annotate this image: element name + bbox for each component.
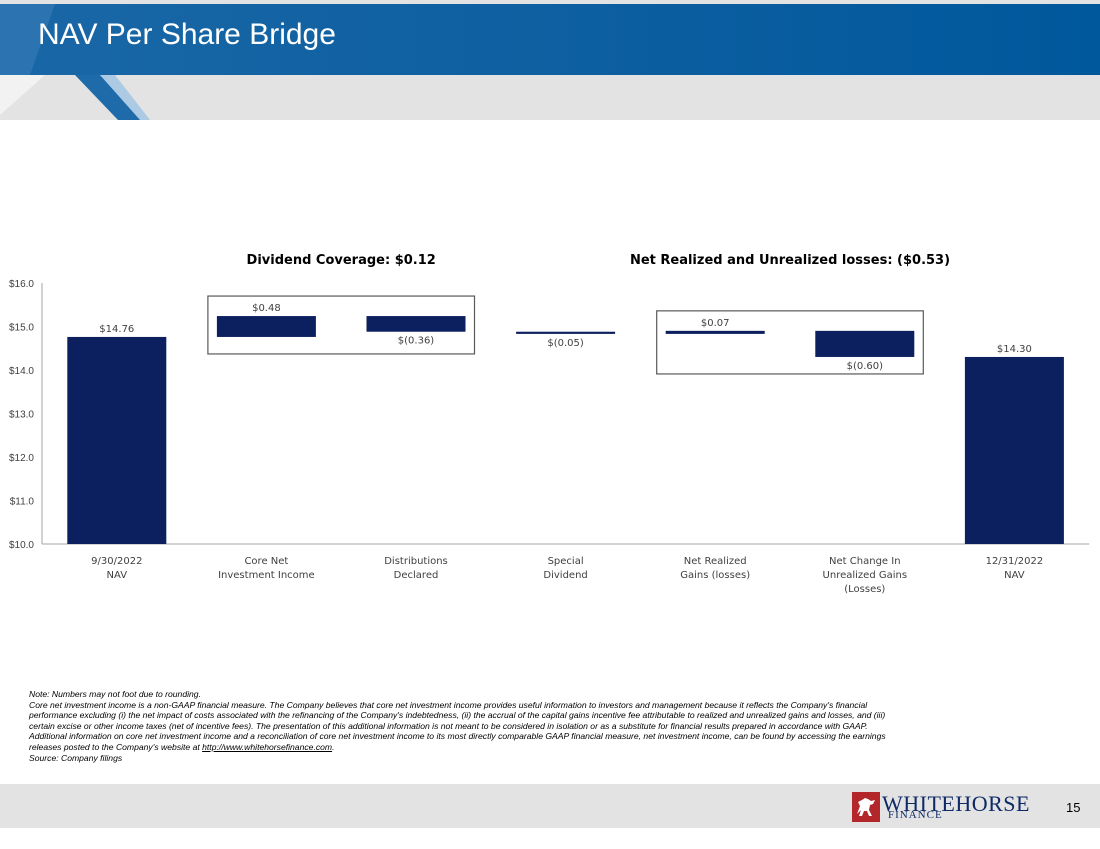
header-background [0,0,1100,120]
y-tick-label: $14.0 [9,366,34,377]
y-tick-label: $15.0 [9,323,34,334]
y-tick-label: $13.0 [9,410,34,421]
bar [815,330,915,357]
group-title: Net Realized and Unrealized losses: ($0.… [630,253,950,268]
x-tick-label: Investment Income [218,570,315,581]
x-tick-label: (Losses) [844,584,885,595]
y-tick-label: $16.0 [9,279,34,290]
bar [366,316,466,332]
note-line: performance excluding (i) the net impact… [29,710,886,721]
header-band: NAV Per Share Bridge [0,0,1100,120]
note-line: Note: Numbers may not foot due to roundi… [29,689,201,699]
note-line: Core net investment income is a non-GAAP… [29,699,868,710]
x-tick-label: Dividend [543,570,587,581]
logo-subtitle: FINANCE [888,809,943,821]
y-tick-label: $10.0 [9,540,34,551]
note-line: certain excise or other income taxes (ne… [29,720,868,731]
note-website-line: releases posted to the Company's website… [29,742,1069,753]
x-tick-label: Gains (losses) [680,570,750,581]
note-website-suffix: . [332,741,335,752]
data-label: $0.07 [701,318,730,329]
y-tick-label: $11.0 [10,497,35,508]
x-tick-label: Declared [394,570,439,581]
data-label: $14.76 [99,324,134,335]
group-box [656,310,924,375]
whitehorse-logo: WHITEHORSE FINANCE [852,790,1042,824]
footnotes: Note: Numbers may not foot due to roundi… [29,689,1069,763]
page-title: NAV Per Share Bridge [38,18,336,51]
data-label: $(0.05) [547,338,584,349]
x-tick-label: Core Net [244,556,288,567]
group-title: Dividend Coverage: $0.12 [247,253,436,268]
website-link[interactable]: http://www.whitehorsefinance.com [202,741,333,752]
x-tick-label: Special [548,556,584,567]
bar [516,331,616,334]
source-note: Source: Company filings [29,752,123,763]
x-tick-label: Distributions [384,556,448,567]
note-line: Additional information on core net inves… [29,731,886,742]
bar [67,336,167,544]
data-label: $(0.60) [847,361,884,372]
bar [665,330,765,334]
note-website-prefix: releases posted to the Company's website… [29,741,203,752]
page-number: 15 [1066,800,1081,815]
data-label: $14.30 [997,344,1032,355]
bar [964,356,1064,544]
footer-band [0,784,1100,828]
nav-bridge-chart: $10.0 $11.0 $12.0 $13.0 $14.0 $15.0 $16.0 Divid… [9,253,1090,595]
bar [216,316,316,337]
data-label: $(0.36) [398,336,435,347]
x-tick-label: Net Change In [829,556,900,567]
x-tick-label: Net Realized [684,556,747,567]
logo-wordmark: WHITEHORSE [882,791,1030,816]
group-box [207,295,476,355]
x-tick-label: 9/30/2022 [91,556,142,567]
y-tick-label: $12.0 [9,453,34,464]
x-tick-label: NAV [1004,570,1025,581]
x-tick-label: NAV [107,570,128,581]
horse-emblem-icon [852,792,880,822]
x-tick-label: 12/31/2022 [986,556,1044,567]
data-label: $0.48 [252,303,281,314]
x-tick-label: Unrealized Gains [823,570,908,581]
